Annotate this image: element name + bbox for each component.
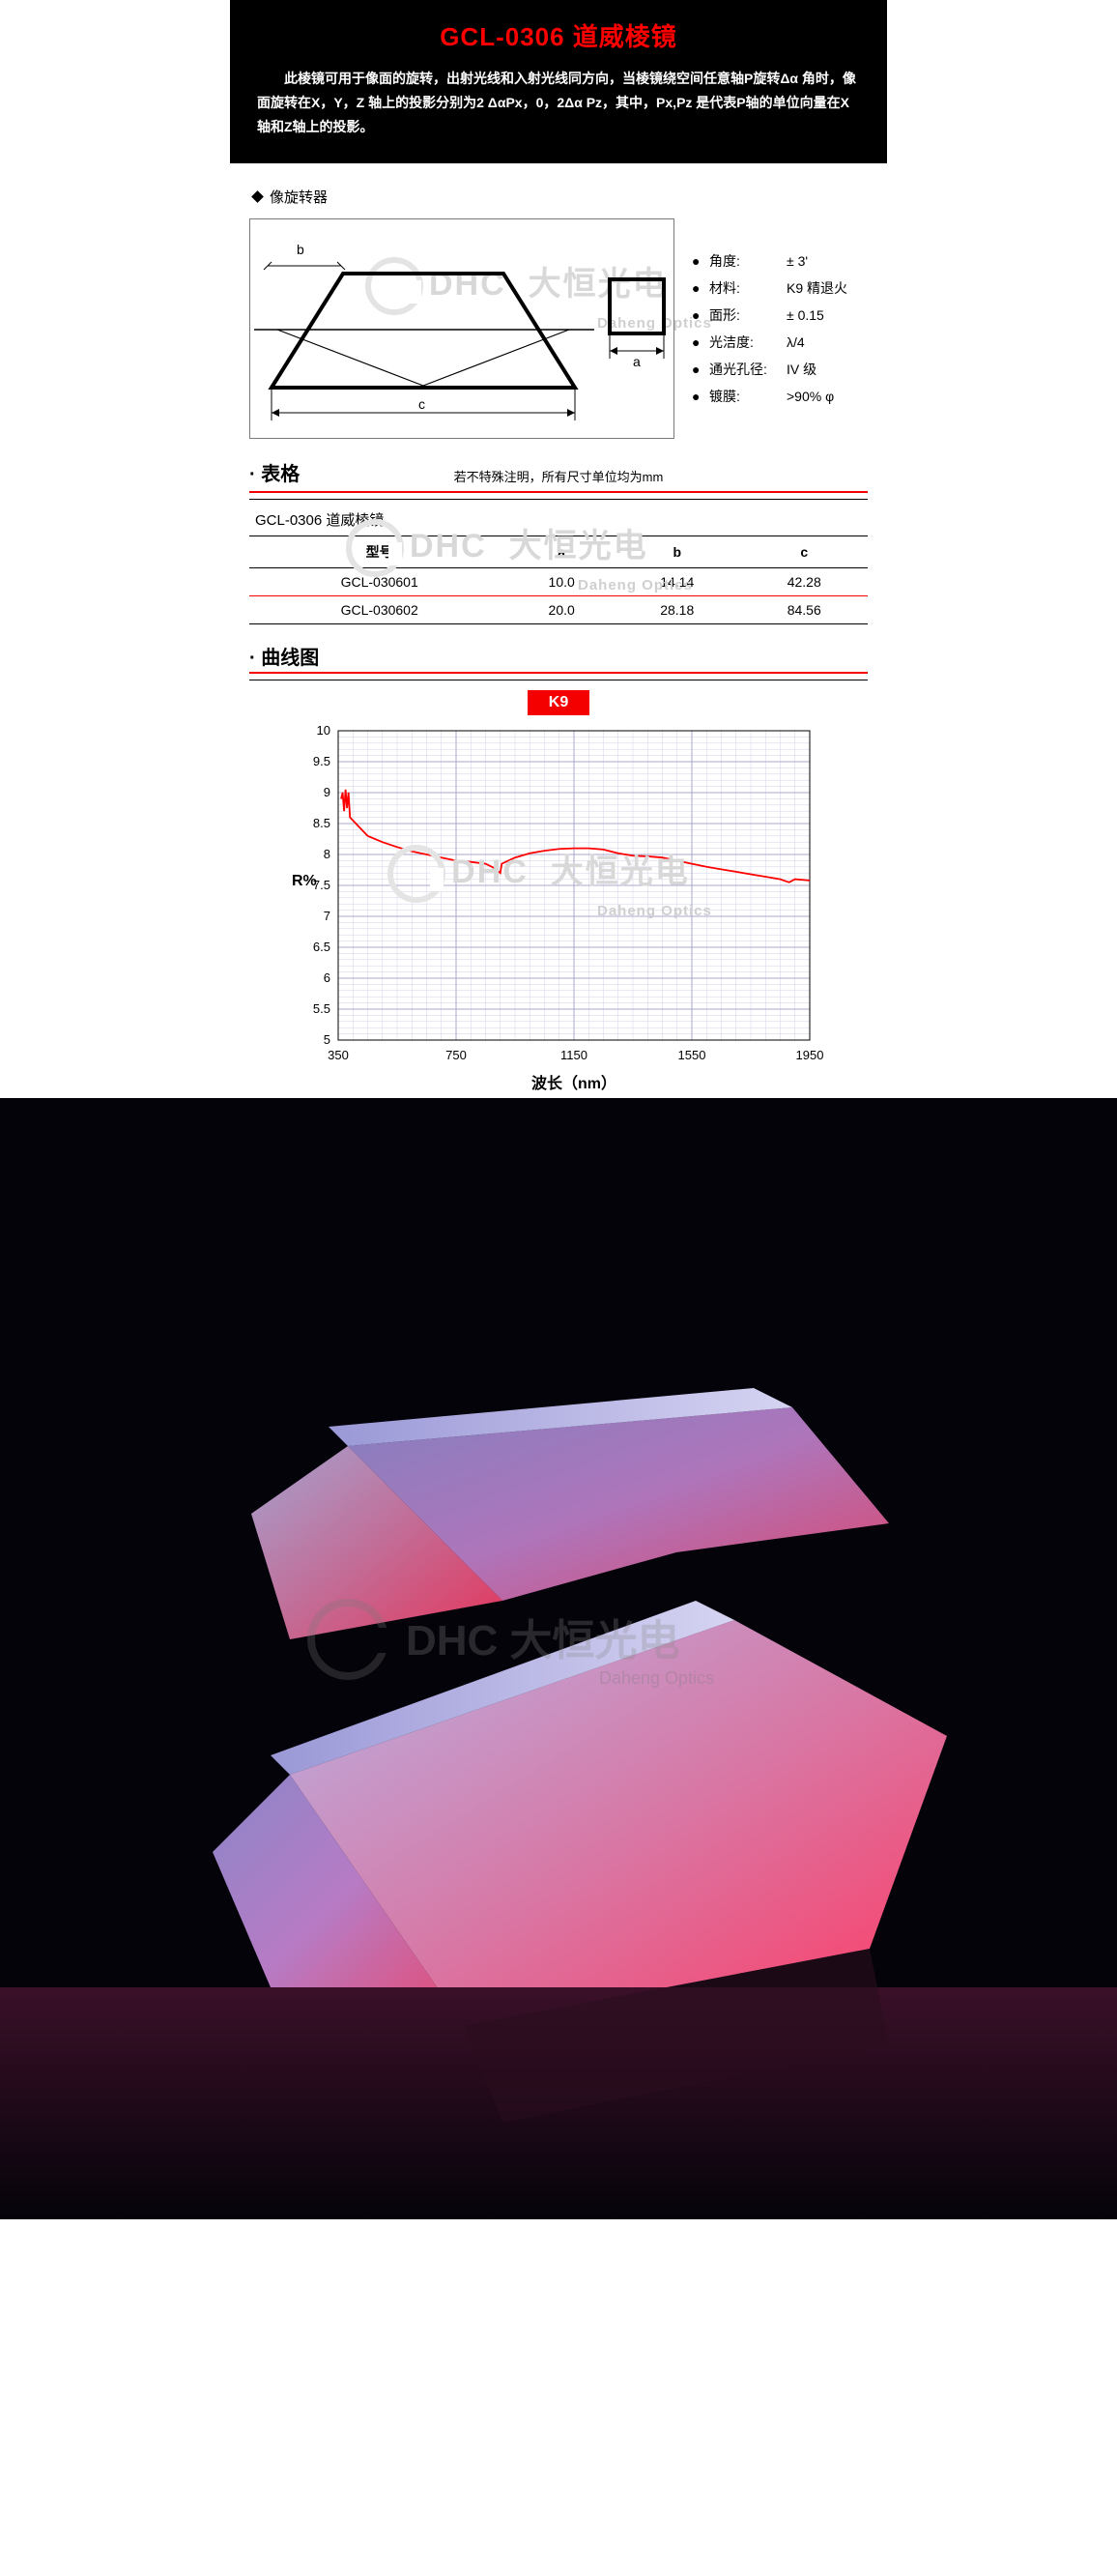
spec-value: K9 精退火 <box>787 275 847 302</box>
spec-label: 面形: <box>709 302 787 329</box>
svg-text:10: 10 <box>317 723 330 738</box>
svg-text:7: 7 <box>324 909 330 923</box>
diamond-icon <box>251 190 264 203</box>
table-cell: 14.14 <box>614 567 740 595</box>
svg-text:5.5: 5.5 <box>313 1001 330 1016</box>
svg-text:DHC 大恒光电: DHC 大恒光电 <box>406 1617 680 1664</box>
svg-text:Daheng Optics: Daheng Optics <box>599 1668 714 1688</box>
diagram-label-b: b <box>297 242 304 257</box>
spec-row: ●面形:± 0.15 <box>692 302 847 329</box>
svg-text:6.5: 6.5 <box>313 940 330 954</box>
table-row: GCL-030602 20.0 28.18 84.56 <box>249 595 868 623</box>
table-title: GCL-0306 道威棱镜 <box>255 509 868 530</box>
subtitle-text: 像旋转器 <box>270 189 328 206</box>
table-col: a <box>509 535 614 567</box>
spec-label: 通光孔径: <box>709 356 787 383</box>
table-header-row: 型号 a b c <box>249 535 868 567</box>
svg-text:R%: R% <box>292 873 317 889</box>
chart-badge: K9 <box>528 690 589 715</box>
svg-text:1950: 1950 <box>796 1048 824 1062</box>
table-cell: 84.56 <box>740 595 868 623</box>
spec-table: 型号 a b c GCL-030601 10.0 14.14 42.28 <box>249 535 868 624</box>
table-cell: GCL-030601 <box>249 567 509 595</box>
table-cell: GCL-030602 <box>249 595 509 623</box>
diagram-label-c: c <box>418 396 425 412</box>
svg-text:8: 8 <box>324 847 330 861</box>
svg-text:1550: 1550 <box>678 1048 706 1062</box>
table-row: GCL-030601 10.0 14.14 42.28 <box>249 567 868 595</box>
svg-text:9.5: 9.5 <box>313 754 330 768</box>
table-cell: 28.18 <box>614 595 740 623</box>
spec-value: >90% φ <box>787 383 834 410</box>
spec-value: λ/4 <box>787 329 805 356</box>
section-note: 若不特殊注明，所有尺寸单位均为mm <box>249 467 868 485</box>
svg-text:9: 9 <box>324 785 330 799</box>
spec-label: 镀膜: <box>709 383 787 410</box>
table-cell: 42.28 <box>740 567 868 595</box>
spec-label: 角度: <box>709 247 787 275</box>
spec-row: ●材料:K9 精退火 <box>692 275 847 302</box>
prism-diagram: b c a <box>249 218 674 439</box>
spec-label: 材料: <box>709 275 787 302</box>
spec-row: ●通光孔径:IV 级 <box>692 356 847 383</box>
spec-row: ●角度:± 3' <box>692 247 847 275</box>
svg-text:波长（nm）: 波长（nm） <box>531 1074 616 1092</box>
diagram-label-a: a <box>633 354 641 369</box>
svg-text:350: 350 <box>328 1048 349 1062</box>
section-table: · 表格 若不特殊注明，所有尺寸单位均为mm <box>249 458 868 500</box>
spec-value: ± 3' <box>787 247 808 275</box>
spec-value: IV 级 <box>787 356 816 383</box>
spec-row: ●镀膜:>90% φ <box>692 383 847 410</box>
chart-area: DHC 大恒光电 Daheng Optics K9 55.566.577.588… <box>249 690 868 1098</box>
svg-text:750: 750 <box>445 1048 467 1062</box>
svg-text:8.5: 8.5 <box>313 816 330 830</box>
table-col: c <box>740 535 868 567</box>
spec-row: ●光洁度:λ/4 <box>692 329 847 356</box>
svg-text:1150: 1150 <box>560 1048 587 1062</box>
svg-text:5: 5 <box>324 1032 330 1047</box>
table-cell: 20.0 <box>509 595 614 623</box>
table-cell: 10.0 <box>509 567 614 595</box>
spec-label: 光洁度: <box>709 329 787 356</box>
table-col: 型号 <box>249 535 509 567</box>
section-chart: · 曲线图 <box>249 642 868 680</box>
header-bar: GCL-0306 道威棱镜 此棱镜可用于像面的旋转，出射光线和入射光线同方向，当… <box>230 0 887 163</box>
header-description: 此棱镜可用于像面的旋转，出射光线和入射光线同方向，当棱镜绕空间任意轴P旋转Δα … <box>257 67 860 140</box>
svg-text:6: 6 <box>324 970 330 985</box>
spec-value: ± 0.15 <box>787 302 824 329</box>
reflectance-chart: 55.566.577.588.599.510350750115015501950… <box>278 721 839 1098</box>
product-photo: DHC 大恒光电 Daheng Optics <box>0 1098 1117 2219</box>
table-col: b <box>614 535 740 567</box>
section-heading: · 曲线图 <box>249 642 868 670</box>
spec-list: ●角度:± 3' ●材料:K9 精退火 ●面形:± 0.15 ●光洁度:λ/4 … <box>692 218 847 410</box>
subtitle: 像旋转器 <box>253 187 868 207</box>
diagram-specs-row: DHC 大恒光电 Daheng Optics <box>249 218 868 439</box>
page-title: GCL-0306 道威棱镜 <box>257 17 860 53</box>
